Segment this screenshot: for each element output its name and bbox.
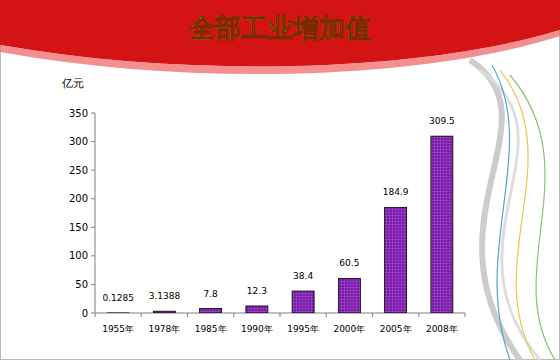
bar xyxy=(292,291,314,313)
bar xyxy=(431,136,453,313)
data-label: 60.5 xyxy=(339,258,359,268)
x-tick xyxy=(326,313,327,317)
x-tick-label: 1985年 xyxy=(195,324,227,334)
x-tick-label: 2005年 xyxy=(380,324,412,334)
x-tick xyxy=(465,313,466,317)
y-tick-label: 150 xyxy=(69,222,88,233)
decor-curve xyxy=(480,70,540,360)
slide-frame xyxy=(1,1,560,360)
y-axis-label: 亿元 xyxy=(61,77,84,90)
y-tick xyxy=(91,170,95,171)
y-tick xyxy=(91,227,95,228)
bar xyxy=(385,207,407,313)
decor-curve xyxy=(500,70,535,360)
bar xyxy=(338,278,360,313)
x-tick-label: 1978年 xyxy=(148,324,180,334)
x-tick xyxy=(141,313,142,317)
x-tick-label: 1995年 xyxy=(287,324,319,334)
y-tick-label: 350 xyxy=(69,108,88,119)
x-tick xyxy=(95,313,96,317)
data-label: 3.1388 xyxy=(149,291,181,301)
x-tick xyxy=(372,313,373,317)
y-tick-label: 300 xyxy=(69,136,88,147)
y-tick xyxy=(91,255,95,256)
x-tick-label: 1990年 xyxy=(241,324,273,334)
y-tick xyxy=(91,284,95,285)
data-label: 12.3 xyxy=(247,286,267,296)
data-label: 7.8 xyxy=(203,289,218,299)
data-label: 38.4 xyxy=(293,271,313,281)
x-tick xyxy=(418,313,419,317)
decor-curve xyxy=(492,65,510,360)
y-tick xyxy=(91,198,95,199)
bar xyxy=(107,312,129,313)
y-tick-label: 250 xyxy=(69,165,88,176)
x-tick-label: 2008年 xyxy=(426,324,458,334)
data-label: 0.1285 xyxy=(102,293,134,303)
y-tick-label: 100 xyxy=(69,250,88,261)
x-tick xyxy=(280,313,281,317)
title: 全部工业增加值 xyxy=(188,13,371,43)
x-tick-label: 1955年 xyxy=(102,324,134,334)
bar xyxy=(153,311,175,313)
data-label: 184.9 xyxy=(383,187,409,197)
data-label: 309.5 xyxy=(429,116,455,126)
header-banner xyxy=(0,0,560,66)
y-tick xyxy=(91,141,95,142)
chart-root: 全部工业增加值亿元 0 50 100 150 200 250 300 350 1955年 1978年… xyxy=(0,0,560,360)
y-tick-label: 50 xyxy=(75,279,88,290)
y-axis-line xyxy=(95,113,96,313)
x-tick-label: 2000年 xyxy=(333,324,365,334)
y-tick xyxy=(91,313,95,314)
x-tick xyxy=(233,313,234,317)
y-tick-label: 0 xyxy=(82,308,88,319)
x-tick xyxy=(187,313,188,317)
bar xyxy=(246,306,268,313)
y-tick xyxy=(91,113,95,114)
y-tick-label: 200 xyxy=(69,193,88,204)
bars xyxy=(107,136,453,313)
bar xyxy=(200,309,222,313)
decor-curve xyxy=(510,75,555,360)
